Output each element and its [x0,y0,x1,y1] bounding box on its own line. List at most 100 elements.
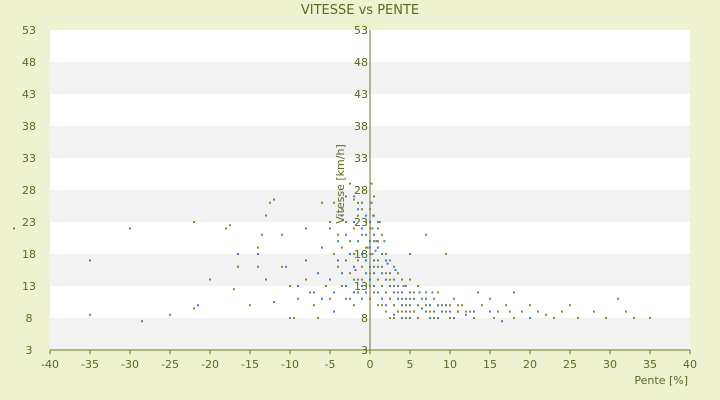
data-points [13,182,651,323]
scatter-point-series-2 [417,304,419,307]
x-tick-label: 20 [523,358,537,371]
x-tick-label: -5 [325,358,336,371]
scatter-point-series-2 [605,317,607,319]
x-tick-label: -15 [241,358,259,371]
chart-title: VITESSE vs PENTE [301,3,419,18]
scatter-point-series-1 [361,253,363,255]
scatter-point-series-2 [397,310,399,313]
scatter-point-series-1 [349,253,351,255]
scatter-point-series-1 [393,278,395,281]
scatter-point-series-1 [257,253,259,255]
scatter-point-series-2 [345,195,347,198]
scatter-point-series-2 [449,304,451,307]
x-tick-label: 35 [643,358,657,371]
scatter-point-series-2 [617,297,619,300]
scatter-point-series-2 [433,297,435,300]
scatter-point-series-2 [341,208,343,211]
scatter-point-series-2 [89,313,91,316]
scatter-point-series-1 [357,278,359,281]
scatter-point-series-1 [437,304,439,307]
scatter-point-series-1 [370,201,373,204]
scatter-point-series-1 [453,317,455,319]
scatter-point-series-2 [373,195,375,198]
scatter-point-series-2 [317,317,319,319]
scatter-point-series-2 [593,310,595,313]
scatter-point-series-2 [389,278,391,281]
scatter-point-series-1 [365,233,367,236]
scatter-point-series-1 [449,310,451,313]
y-tick-label-axis: 3 [361,344,368,357]
scatter-point-series-1 [437,317,439,319]
scatter-point-series-2 [373,265,375,268]
scatter-point-series-2 [89,259,91,262]
scatter-point-series-2 [513,317,515,319]
scatter-point-series-1 [329,227,331,230]
scatter-point-series-2 [353,253,355,255]
scatter-point-series-1 [385,278,387,281]
scatter-point-series-2 [405,285,407,287]
scatter-point-series-2 [257,246,259,249]
scatter-point-series-1 [365,259,367,262]
scatter-point-series-1 [529,317,531,319]
scatter-point-series-1 [401,317,403,319]
scatter-point-series-1 [405,310,407,313]
scatter-point-series-2 [473,317,475,319]
scatter-point-series-1 [397,285,399,287]
scatter-point-series-2 [362,189,365,191]
scatter-point-series-2 [457,304,459,307]
scatter-point-series-1 [433,310,435,313]
scatter-point-series-1 [361,297,363,300]
scatter-point-series-1 [381,297,383,300]
scatter-point-series-1 [273,301,275,303]
x-tick-labels: -40 -35 -30 -25 -20 -15 -10 -5 0 5 10 15 20 25 30 35 40 [41,358,697,371]
scatter-point-series-2 [365,285,367,287]
scatter-point-series-2 [397,291,399,294]
scatter-point-series-2 [249,304,251,307]
scatter-point-series-1 [361,285,363,287]
scatter-point-series-1 [375,240,378,243]
scatter-point-series-2 [361,233,363,236]
scatter-point-series-2 [265,214,267,217]
scatter-point-series-2 [325,285,327,287]
scatter-point-series-2 [321,201,323,204]
scatter-point-series-2 [209,278,211,281]
x-tick-label: -10 [281,358,299,371]
scatter-point-series-2 [421,297,423,300]
scatter-point-series-2 [397,272,399,275]
scatter-point-series-2 [297,297,299,300]
scatter-point-series-2 [401,278,403,281]
scatter-point-series-2 [625,310,627,313]
scatter-point-series-1 [501,320,503,323]
y-tick-label-axis: 43 [354,88,368,101]
scatter-point-series-1 [385,259,387,262]
scatter-point-series-2 [345,221,347,223]
y-tick-label-left: 13 [22,280,36,293]
scatter-point-series-1 [321,297,323,300]
y-tick-label-left: 3 [26,344,33,357]
scatter-point-series-1 [237,253,239,255]
y-tick-label-left: 48 [22,56,36,69]
scatter-point-series-2 [365,221,367,223]
scatter-point-series-1 [349,297,351,300]
scatter-point-series-2 [465,310,467,313]
scatter-point-series-2 [329,297,331,300]
scatter-point-series-2 [385,310,387,313]
y-tick-label-left: 53 [22,24,36,37]
scatter-point-series-2 [529,304,531,307]
scatter-point-series-2 [385,272,387,275]
y-tick-label-axis: 8 [361,312,368,325]
scatter-point-series-1 [371,227,374,230]
scatter-point-series-2 [377,304,379,307]
scatter-point-series-1 [409,291,411,294]
scatter-point-series-1 [373,272,375,275]
scatter-point-series-2 [393,317,395,319]
scatter-point-series-1 [397,297,399,300]
scatter-point-series-1 [333,291,335,294]
scatter-point-series-1 [381,272,383,275]
scatter-point-series-2 [437,291,439,294]
scatter-point-series-2 [349,240,351,243]
scatter-point-series-1 [429,317,431,319]
scatter-point-series-2 [377,278,379,281]
y-tick-label-axis: 53 [354,24,368,37]
